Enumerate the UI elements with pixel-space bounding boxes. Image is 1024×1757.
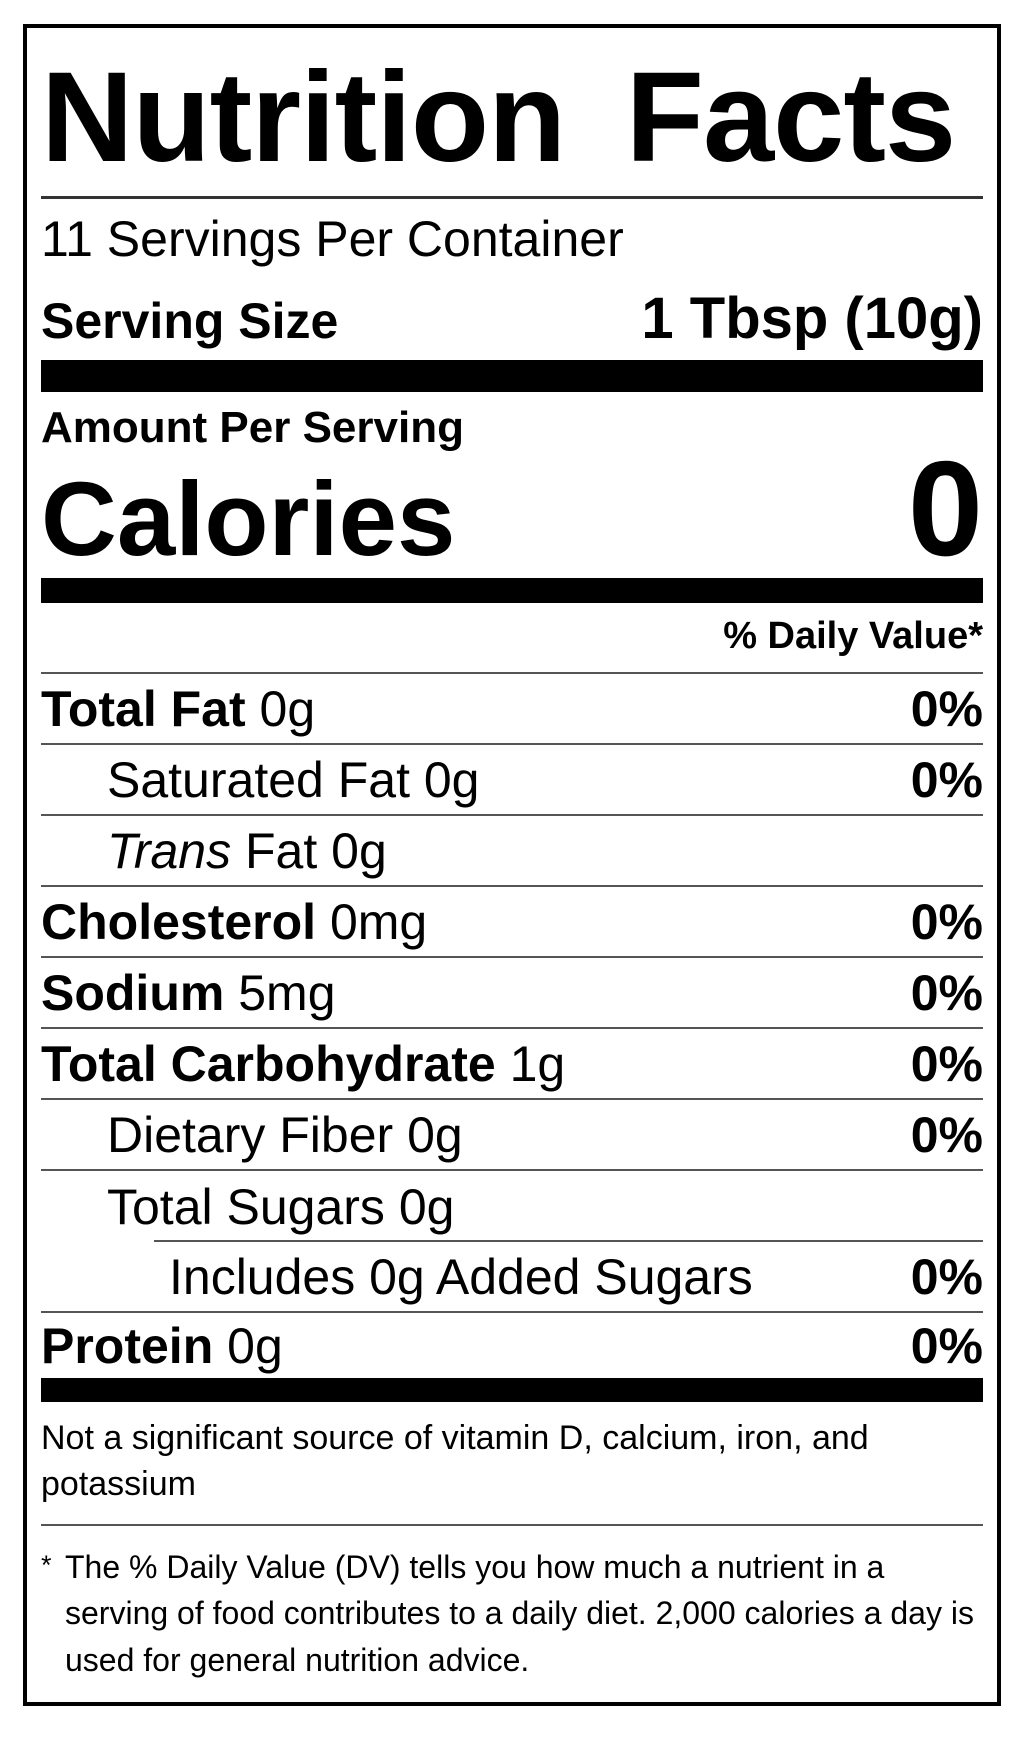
label-title: Nutrition Facts [41, 46, 956, 189]
nutrient-name: Protein 0g [41, 1317, 283, 1374]
nutrient-row-dietary-fiber: Dietary Fiber 0g 0% [41, 1100, 983, 1171]
calories-value: 0 [907, 433, 983, 584]
daily-value-percent: 0% [910, 680, 983, 737]
thick-bar-bottom [41, 1378, 983, 1402]
calories-label: Calories [41, 461, 456, 578]
nutrient-row-cholesterol: Cholesterol 0mg 0% [41, 887, 983, 958]
nutrient-name: Total Carbohydrate 1g [41, 1035, 566, 1092]
amount-per-serving-label: Amount Per Serving [41, 403, 464, 452]
daily-value-percent: 0% [910, 1317, 983, 1374]
serving-size-value: 1 Tbsp (10g) [641, 286, 983, 351]
nutrient-row-total-carbohydrate: Total Carbohydrate 1g 0% [41, 1029, 983, 1100]
footnote-asterisk: * [41, 1549, 52, 1580]
nutrient-row-saturated-fat: Saturated Fat 0g 0% [41, 745, 983, 816]
daily-value-percent: 0% [910, 893, 983, 950]
nutrient-name: Cholesterol 0mg [41, 893, 428, 950]
nutrient-row-sodium: Sodium 5mg 0% [41, 958, 983, 1029]
daily-value-header: % Daily Value* [41, 603, 983, 674]
nutrient-name: Total Sugars 0g [107, 1178, 455, 1235]
footnote-text: The % Daily Value (DV) tells you how muc… [65, 1548, 974, 1678]
insignificant-source-note: Not a significant source of vitamin D, c… [41, 1419, 869, 1503]
nutrient-row-protein: Protein 0g 0% [41, 1313, 983, 1378]
calories-row: Calories 0 [41, 433, 983, 584]
nutrient-row-trans-fat: Trans Fat 0g [41, 816, 983, 887]
daily-value-percent: 0% [910, 1248, 983, 1305]
nutrition-facts-label: Nutrition Facts 11 Servings Per Containe… [23, 24, 1001, 1706]
footnote-divider [41, 1523, 983, 1526]
thick-bar-top [41, 360, 983, 392]
nutrient-name: Includes 0g Added Sugars [169, 1248, 753, 1305]
daily-value-percent: 0% [910, 1106, 983, 1163]
nutrient-name: Total Fat 0g [41, 680, 316, 737]
nutrient-name: Dietary Fiber 0g [107, 1106, 463, 1163]
nutrient-name: Sodium 5mg [41, 964, 336, 1021]
nutrient-name: Saturated Fat 0g [107, 751, 480, 808]
nutrient-row-total-sugars: Total Sugars 0g [41, 1171, 983, 1242]
daily-value-percent: 0% [910, 1035, 983, 1092]
nutrient-row-total-fat: Total Fat 0g 0% [41, 674, 983, 745]
thick-bar-calories [41, 578, 983, 603]
daily-value-percent: 0% [910, 751, 983, 808]
serving-size-row: Serving Size 1 Tbsp (10g) [41, 285, 983, 352]
title-divider [41, 196, 983, 199]
daily-value-footnote: * The % Daily Value (DV) tells you how m… [41, 1544, 983, 1683]
daily-value-percent: 0% [910, 964, 983, 1021]
nutrient-row-added-sugars: Includes 0g Added Sugars 0% [41, 1242, 983, 1313]
serving-size-label: Serving Size [41, 293, 339, 349]
nutrient-name: Trans Fat 0g [107, 822, 387, 879]
servings-per-container: 11 Servings Per Container [41, 211, 624, 267]
